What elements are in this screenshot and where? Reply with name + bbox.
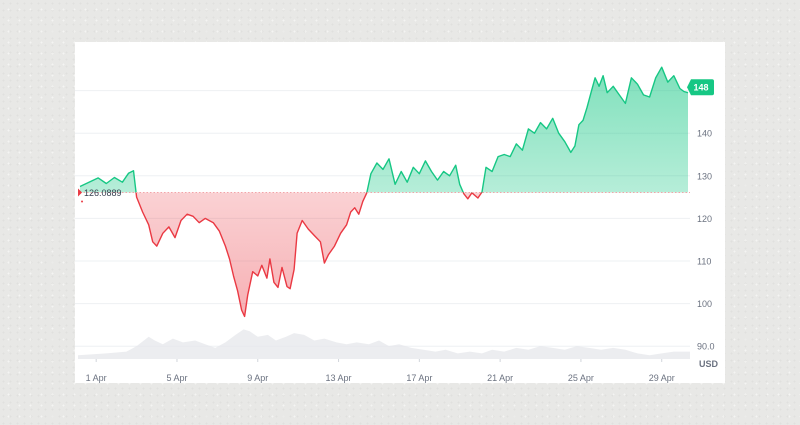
x-tick-label: 9 Apr [247, 373, 268, 383]
volume-area [78, 329, 690, 359]
volume-shape [78, 329, 690, 359]
axis-ticks: 90.0 100 110 120 130 140 USD 1 Apr 5 Apr 9 Apr 13 … [86, 129, 719, 383]
reference-label: 126.0889 [84, 188, 122, 198]
chart-card: 126.0889 90.0 100 110 120 130 140 USD 1 Apr 5 Ap… [75, 42, 725, 383]
price-fill [80, 67, 688, 317]
reference-dot [81, 200, 84, 203]
y-tick-label: 90.0 [697, 342, 715, 352]
x-tick-label: 29 Apr [649, 373, 675, 383]
x-tick-label: 5 Apr [166, 373, 187, 383]
current-price-label: 148 [693, 83, 708, 93]
y-tick-label: 140 [697, 129, 712, 139]
reference-marker-icon [78, 188, 83, 197]
up-line [79, 66, 689, 193]
x-tick-label: 21 Apr [487, 373, 513, 383]
x-tick-label: 17 Apr [406, 373, 432, 383]
currency-label: USD [699, 359, 719, 369]
y-tick-label: 100 [697, 299, 712, 309]
price-line [79, 66, 689, 318]
x-tick-label: 13 Apr [326, 373, 352, 383]
y-tick-label: 120 [697, 214, 712, 224]
down-line [135, 192, 483, 318]
reference-line: 126.0889 [78, 188, 690, 203]
down-fill [80, 192, 688, 317]
y-tick-label: 110 [697, 257, 711, 267]
y-tick-label: 130 [697, 171, 712, 181]
current-price-badge: 148 [687, 79, 714, 96]
up-fill [80, 67, 688, 193]
current-price-badge-shape [687, 79, 714, 96]
x-tick-label: 1 Apr [86, 373, 107, 383]
x-tick-label: 25 Apr [568, 373, 594, 383]
price-chart[interactable]: 126.0889 90.0 100 110 120 130 140 USD 1 Apr 5 Ap… [75, 42, 725, 383]
